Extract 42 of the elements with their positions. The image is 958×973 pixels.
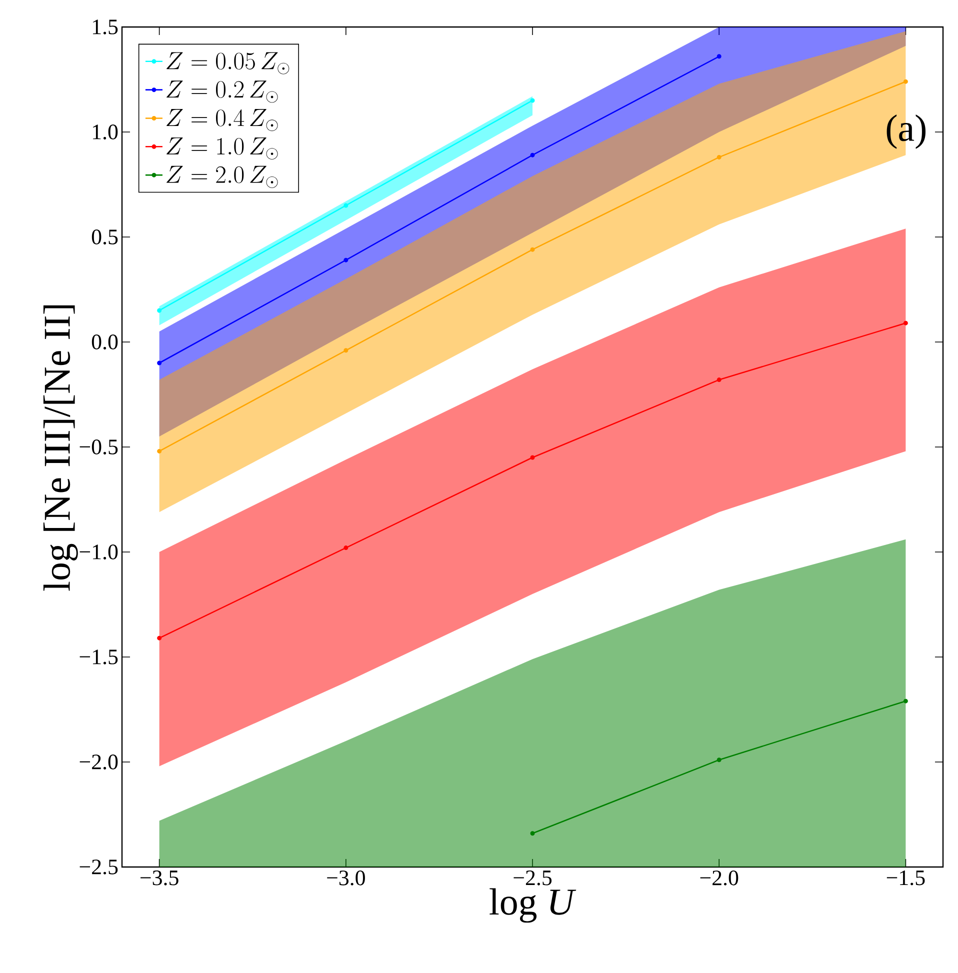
x-tick-label: −3.5	[140, 870, 178, 886]
point	[903, 79, 908, 84]
y-tick-label: −1.5	[80, 650, 118, 664]
x-axis-title: log U	[490, 888, 576, 923]
point	[157, 636, 162, 640]
annotation: (a)	[886, 114, 926, 149]
point	[344, 258, 348, 262]
point	[716, 154, 722, 160]
x-tick-label: −2.5	[514, 870, 552, 886]
legend-label: $Z=0.4\,Z_\odot$	[166, 109, 278, 132]
point	[530, 98, 535, 103]
legend-label: $Z=0.2\,Z_\odot$	[166, 80, 278, 103]
x-tick-label: −1.5	[886, 870, 925, 886]
x-tick-label: −3.0	[327, 870, 365, 886]
y-tick-label: 0.5	[92, 230, 118, 244]
point	[344, 546, 348, 550]
y-tick-label: 0.0	[92, 334, 118, 350]
point	[530, 247, 535, 252]
point	[530, 831, 535, 836]
point	[716, 54, 722, 59]
legend-label: $Z=2.0\,Z_\odot$	[166, 166, 278, 188]
y-tick-label: −2.0	[80, 754, 118, 770]
y-tick-label: 1.0	[93, 124, 118, 140]
point	[716, 758, 722, 762]
point	[530, 455, 535, 460]
point	[903, 698, 908, 704]
point	[344, 348, 348, 353]
point	[344, 203, 348, 208]
point	[716, 378, 722, 382]
point	[157, 308, 162, 313]
y-tick-label: 1.5	[93, 20, 118, 34]
point	[157, 360, 162, 366]
x-tick-label: −2.0	[700, 870, 738, 886]
legend-label: $Z=0.05\,Z_\odot$	[166, 52, 290, 74]
y-tick-label: −2.5	[80, 860, 118, 874]
y-axis-title: log [Ne III]/[Ne II]	[43, 305, 78, 591]
point	[157, 448, 162, 454]
y-tick-label: −0.5	[80, 440, 118, 454]
point	[530, 152, 535, 158]
point	[903, 320, 908, 326]
legend-label: $Z=1.0\,Z_\odot$	[166, 137, 278, 160]
y-tick-label: −1.0	[80, 544, 118, 560]
